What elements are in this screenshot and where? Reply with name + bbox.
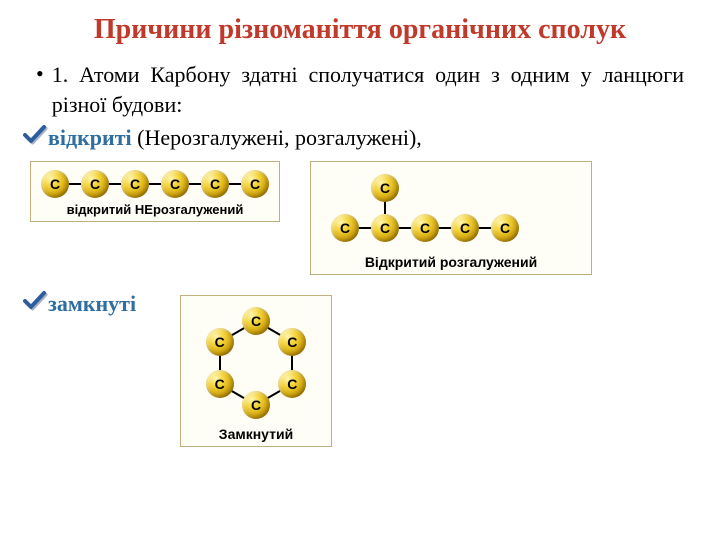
branched-chain: CCCCCC	[321, 170, 581, 250]
carbon-atom: C	[242, 391, 270, 419]
bond	[69, 183, 81, 185]
check-closed-bold: замкнуті	[48, 291, 136, 316]
branched-label: Відкритий розгалужений	[321, 254, 581, 270]
carbon-atom: C	[241, 170, 269, 198]
bond	[384, 202, 386, 214]
bond	[399, 227, 411, 229]
carbon-atom: C	[206, 328, 234, 356]
carbon-atom: C	[451, 214, 479, 242]
open-diagrams-row: CCCCCC відкритий НЕрозгалужений CCCCCC В…	[0, 157, 720, 281]
check-closed-text: замкнуті	[48, 289, 136, 319]
bond	[189, 183, 201, 185]
ring-label: Замкнутий	[191, 426, 321, 442]
carbon-atom: C	[41, 170, 69, 198]
carbon-atom: C	[411, 214, 439, 242]
check-open-rest: (Нерозгалужені, розгалужені),	[132, 125, 422, 150]
carbon-atom: C	[201, 170, 229, 198]
slide-title: Причини різноманіття органічних сполук	[0, 0, 720, 54]
carbon-atom: C	[371, 174, 399, 202]
diagram-ring: CCCCCC Замкнутий	[180, 295, 332, 447]
carbon-atom: C	[121, 170, 149, 198]
checkmark-icon	[22, 289, 48, 313]
bond	[359, 227, 371, 229]
diagram-branched: CCCCCC Відкритий розгалужений	[310, 161, 592, 275]
linear-label: відкритий НЕрозгалужений	[41, 202, 269, 217]
check-open-row: відкриті (Нерозгалужені, розгалужені),	[0, 121, 720, 157]
carbon-atom: C	[331, 214, 359, 242]
bond	[229, 183, 241, 185]
checkmark-icon	[22, 123, 48, 147]
bond	[149, 183, 161, 185]
title-text: Причини різноманіття органічних сполук	[94, 14, 626, 45]
bond	[109, 183, 121, 185]
check-open-text: відкриті (Нерозгалужені, розгалужені),	[48, 123, 422, 153]
carbon-atom: C	[81, 170, 109, 198]
bond	[439, 227, 451, 229]
bond	[479, 227, 491, 229]
carbon-atom: C	[278, 328, 306, 356]
bullet-1: • 1. Атоми Карбону здатні сполучатися од…	[0, 54, 720, 121]
carbon-atom: C	[491, 214, 519, 242]
diagram-linear: CCCCCC відкритий НЕрозгалужений	[30, 161, 280, 222]
carbon-atom: C	[278, 370, 306, 398]
bullet-marker: •	[36, 60, 52, 119]
carbon-atom: C	[371, 214, 399, 242]
linear-chain: CCCCCC	[41, 170, 269, 198]
carbon-atom: C	[206, 370, 234, 398]
check-open-bold: відкриті	[48, 125, 132, 150]
bullet-1-text: 1. Атоми Карбону здатні сполучатися один…	[52, 60, 684, 119]
carbon-atom: C	[161, 170, 189, 198]
carbon-atom: C	[242, 307, 270, 335]
ring-chain: CCCCCC	[191, 304, 321, 422]
